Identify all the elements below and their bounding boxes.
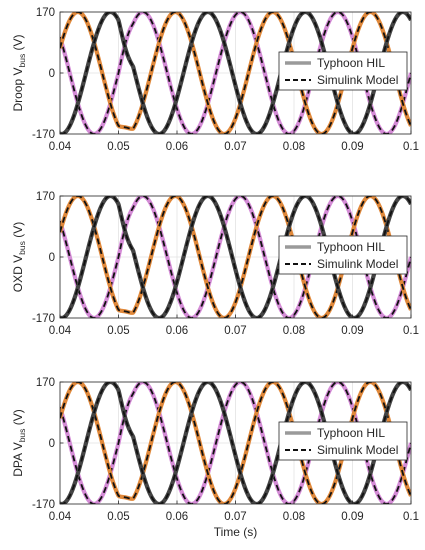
legend-box [278,51,408,91]
x-tick-label: 0.09 [341,325,363,337]
series-sim-phase-1 [60,12,411,134]
legend: Typhoon HIL Simulink Model [278,421,408,461]
x-tick-label: 0.08 [283,511,305,523]
series-sim-phase-2 [60,12,411,134]
legend-entry-hil: Typhoon HIL [317,426,385,440]
x-tick-label: 0.1 [403,325,419,337]
legend-entry-hil: Typhoon HIL [317,56,385,70]
x-tick-label: 0.1 [403,511,419,523]
legend: Typhoon HIL Simulink Model [278,51,408,91]
legend-entry-sim: Simulink Model [317,257,398,271]
x-tick-label: 0.1 [403,141,419,153]
y-axis-label: OXD Vbus (V) [11,222,27,292]
x-tick-label: 0.05 [107,325,129,337]
x-tick-label: 0.05 [107,511,129,523]
legend-entry-sim: Simulink Model [317,443,398,457]
x-tick-label: 0.08 [283,141,305,153]
series-sim-phase-1 [60,196,411,318]
y-tick-label: -170 [32,313,55,325]
y-tick-label: 0 [49,68,55,80]
series-sim-phase-1 [60,382,411,504]
series-sim-phase-2 [60,382,411,504]
x-tick-label: 0.04 [49,325,72,337]
chart-panel-2: 0.04 0.05 0.06 0.07 0.08 0.09 0.1 170 0 -170 OXD V… [11,191,419,337]
x-tick-label: 0.08 [283,325,305,337]
legend-entry-hil: Typhoon HIL [317,240,385,254]
y-tick-label: 170 [36,377,55,389]
x-tick-label: 0.06 [166,141,188,153]
x-tick-label: 0.07 [224,325,246,337]
legend: Typhoon HIL Simulink Model [278,235,408,275]
y-tick-label: -170 [32,129,55,141]
x-tick-label: 0.09 [341,141,363,153]
x-tick-label: 0.04 [49,511,72,523]
x-tick-label: 0.09 [341,511,363,523]
series-sim-phase-2 [60,196,411,318]
legend-box [278,235,408,275]
x-axis-label: Time (s) [214,525,258,539]
x-tick-label: 0.07 [224,141,246,153]
x-tick-label: 0.06 [166,511,188,523]
y-tick-label: 0 [49,438,55,450]
x-tick-label: 0.06 [166,325,188,337]
y-tick-label: 0 [49,252,55,264]
x-tick-label: 0.04 [49,141,72,153]
x-tick-label: 0.07 [224,511,246,523]
chart-panel-3: 0.04 0.05 0.06 0.07 0.08 0.09 0.1 170 0 -170 DPA V… [11,377,419,539]
x-tick-label: 0.05 [107,141,129,153]
y-tick-label: -170 [32,499,55,511]
y-axis-label: DPA Vbus (V) [11,409,27,477]
chart-panel-1: 0.04 0.05 0.06 0.07 0.08 0.09 0.1 170 0 -170 Droop… [11,7,419,153]
y-tick-label: 170 [36,7,55,19]
y-tick-label: 170 [36,191,55,203]
legend-box [278,421,408,461]
legend-entry-sim: Simulink Model [317,73,398,87]
y-axis-label: Droop Vbus (V) [11,34,27,111]
